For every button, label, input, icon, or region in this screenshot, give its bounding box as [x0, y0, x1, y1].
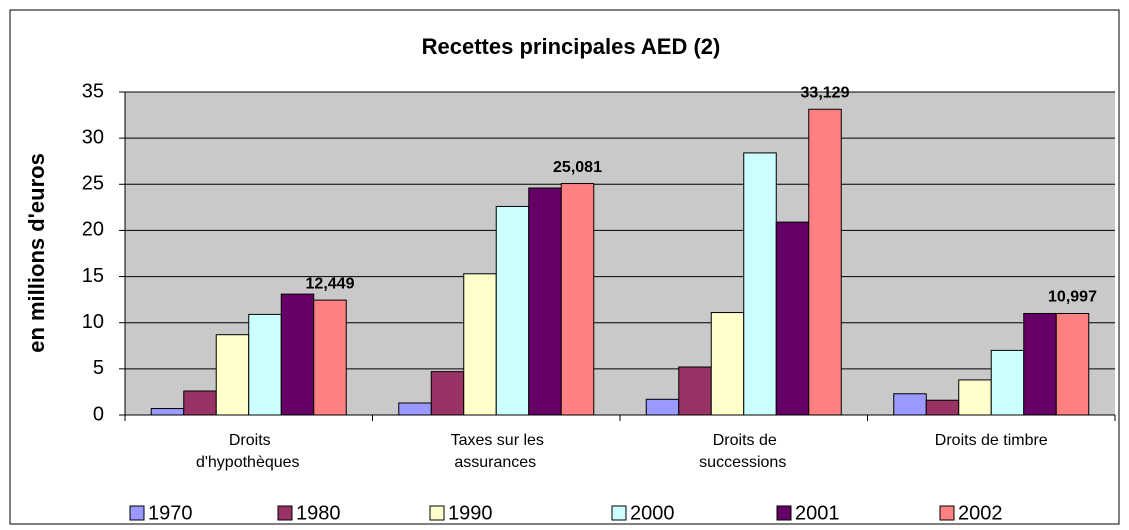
- legend-swatch: [611, 505, 627, 521]
- data-label: 10,997: [1048, 289, 1097, 306]
- bar: [495, 205, 530, 416]
- chart-title: Recettes principales AED (2): [422, 34, 721, 59]
- y-tick-label: 0: [93, 403, 104, 425]
- x-tick-label-text: Droits de successions: [699, 432, 789, 471]
- bar: [645, 398, 680, 416]
- x-tick-label: Droits d'hypothèques: [174, 430, 324, 474]
- legend-swatch: [776, 505, 792, 521]
- bar: [990, 349, 1025, 416]
- x-tick-label-text: Taxes sur les assurances: [448, 432, 544, 471]
- legend-swatch: [277, 505, 293, 521]
- x-tick-label: Taxes sur les assurances: [421, 430, 571, 474]
- x-tick-label: Droits de timbre: [916, 430, 1066, 452]
- y-tick-label: 20: [82, 219, 104, 241]
- bar: [183, 390, 217, 416]
- legend-label: 2001: [795, 502, 840, 524]
- legend-swatch: [939, 505, 955, 521]
- bar: [528, 187, 562, 416]
- bar: [925, 399, 960, 416]
- bar: [398, 402, 432, 416]
- bar: [215, 334, 250, 416]
- bar: [775, 221, 810, 416]
- bar: [463, 273, 497, 416]
- bar: [1055, 313, 1090, 416]
- bar: [743, 152, 777, 416]
- bar: [893, 393, 927, 416]
- legend-label: 2002: [958, 502, 1003, 524]
- legend-label: 1980: [296, 502, 341, 524]
- data-label: 33,129: [801, 84, 850, 101]
- bar: [808, 108, 842, 416]
- bar: [958, 379, 992, 416]
- y-tick-label: 5: [93, 357, 104, 379]
- legend-swatch: [429, 505, 445, 521]
- x-tick-label-text: Droits de timbre: [932, 432, 1050, 449]
- x-tick-label: Droits de successions: [669, 430, 819, 474]
- y-tick-label: 10: [82, 311, 104, 333]
- x-tick-label-text: Droits d'hypothèques: [195, 432, 302, 471]
- bar: [1023, 312, 1057, 416]
- y-tick-label: 30: [82, 126, 104, 148]
- bar: [710, 312, 745, 416]
- bar: [248, 313, 282, 416]
- bar: [430, 371, 465, 416]
- data-label: 25,081: [553, 159, 602, 176]
- bar: [560, 183, 595, 416]
- bar: [313, 299, 347, 416]
- y-tick-label: 35: [82, 80, 104, 102]
- legend-swatch: [129, 505, 145, 521]
- data-label: 12,449: [306, 275, 355, 292]
- bar: [280, 293, 315, 416]
- y-tick-label: 25: [82, 173, 104, 195]
- bar: [678, 366, 712, 416]
- y-tick-label: 15: [82, 265, 104, 287]
- legend-label: 1970: [148, 502, 193, 524]
- legend-label: 1990: [448, 502, 493, 524]
- y-axis-label: en millions d'euros: [24, 153, 49, 353]
- title-box: [367, 30, 775, 66]
- bar: [150, 408, 185, 416]
- legend-label: 2000: [630, 502, 675, 524]
